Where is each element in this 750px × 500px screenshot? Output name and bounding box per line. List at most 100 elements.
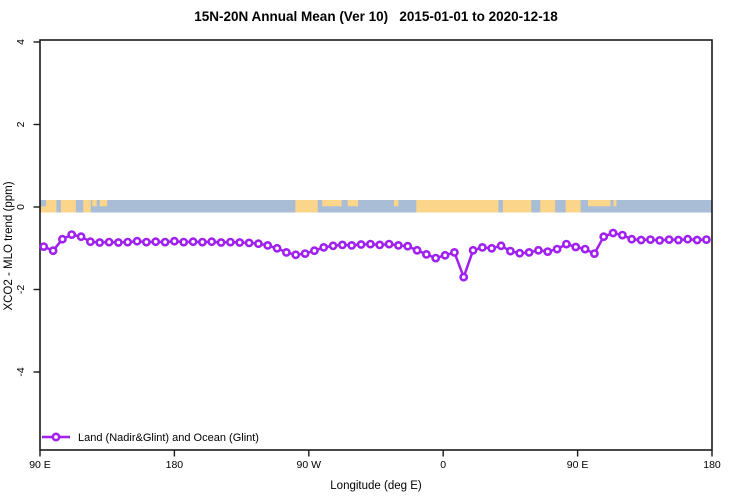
data-point (281, 247, 291, 257)
data-point (356, 240, 366, 249)
data-point (216, 238, 226, 247)
data-point (431, 253, 441, 263)
data-point (449, 247, 459, 257)
data-point (692, 235, 702, 245)
land-patch (40, 206, 46, 213)
data-point (702, 235, 711, 244)
data-point (58, 234, 67, 244)
data-point (384, 239, 394, 249)
data-point (468, 245, 478, 255)
data-point (253, 239, 263, 249)
y-tick-label: -2 (15, 285, 27, 294)
land-patch (83, 200, 91, 213)
land-ocean-band (40, 200, 712, 213)
data-point (515, 248, 525, 258)
data-point (123, 237, 133, 247)
data-point (328, 241, 338, 251)
data-point (393, 240, 403, 250)
data-point (291, 250, 301, 260)
data-point (272, 243, 282, 253)
chart-title: 15N-20N Annual Mean (Ver 10) 2015-01-01 … (194, 9, 558, 24)
data-point (235, 238, 245, 247)
data-point (403, 241, 413, 251)
land-patch (322, 200, 342, 207)
y-tick-label: 2 (15, 121, 27, 127)
data-point (309, 246, 319, 256)
data-point (67, 230, 77, 239)
data-point (76, 232, 86, 242)
data-point (207, 237, 217, 247)
data-point (534, 245, 543, 255)
land-patch (45, 200, 57, 213)
data-point (543, 247, 553, 256)
data-point (39, 242, 49, 251)
data-point (141, 237, 151, 247)
legend: Land (Nadir&Glint) and Ocean (Glint) (42, 432, 259, 444)
land-patch (565, 200, 581, 213)
y-tick-label: -4 (15, 367, 27, 376)
data-point (160, 237, 170, 247)
data-point (636, 235, 646, 245)
data-point (375, 240, 385, 250)
land-patch (60, 200, 76, 213)
land-patch (613, 200, 617, 207)
data-point (412, 245, 422, 255)
x-tick-label: 90 E (29, 459, 51, 471)
data-point (244, 238, 254, 248)
data-point (590, 249, 599, 258)
y-tick-label: 0 (15, 204, 27, 210)
ocean-strip (40, 200, 712, 213)
data-point (188, 237, 198, 247)
data-point (300, 249, 310, 258)
land-patch (588, 200, 611, 207)
data-point (319, 242, 329, 252)
data-point (169, 236, 179, 246)
data-point (580, 244, 590, 254)
land-patch (92, 200, 97, 207)
data-point (421, 249, 431, 259)
data-point (608, 228, 618, 238)
land-patch (99, 200, 108, 207)
x-tick-label: 90 W (297, 459, 322, 471)
legend-marker-sample (51, 432, 61, 442)
data-point (627, 234, 637, 244)
data-point (618, 230, 627, 240)
x-tick-label: 180 (703, 459, 721, 471)
data-point (674, 235, 683, 245)
y-axis-title: XCO2 - MLO trend (ppm) (3, 181, 15, 310)
data-point (496, 241, 506, 251)
x-tick-label: 0 (440, 459, 446, 471)
data-point (132, 236, 142, 246)
data-point (114, 238, 123, 247)
x-tick-label: 90 E (567, 459, 589, 471)
data-point (487, 243, 497, 253)
data-point (571, 242, 581, 252)
data-point (197, 237, 207, 247)
land-patch (540, 200, 556, 213)
data-point (505, 246, 515, 256)
data-point (179, 237, 189, 247)
data-point (48, 246, 58, 256)
data-point (552, 244, 562, 254)
data-point (562, 239, 571, 249)
land-patch (347, 200, 359, 207)
data-point (86, 237, 95, 247)
land-patch (502, 200, 532, 213)
legend-label: Land (Nadir&Glint) and Ocean (Glint) (78, 432, 259, 444)
data-point (524, 247, 534, 257)
data-point (151, 237, 161, 247)
data-point (459, 272, 469, 282)
data-point (337, 240, 347, 250)
data-point (263, 240, 273, 250)
data-series (39, 228, 711, 282)
x-axis-title: Longitude (deg E) (330, 480, 422, 492)
y-tick-label: 4 (15, 39, 27, 45)
data-point (664, 235, 674, 244)
data-point (104, 237, 114, 247)
axes: 4 2 0 -2 -4 90 E 180 90 W 0 90 E 180 (15, 39, 721, 471)
data-point (440, 250, 450, 260)
land-patch (393, 200, 399, 207)
data-point (646, 235, 655, 244)
